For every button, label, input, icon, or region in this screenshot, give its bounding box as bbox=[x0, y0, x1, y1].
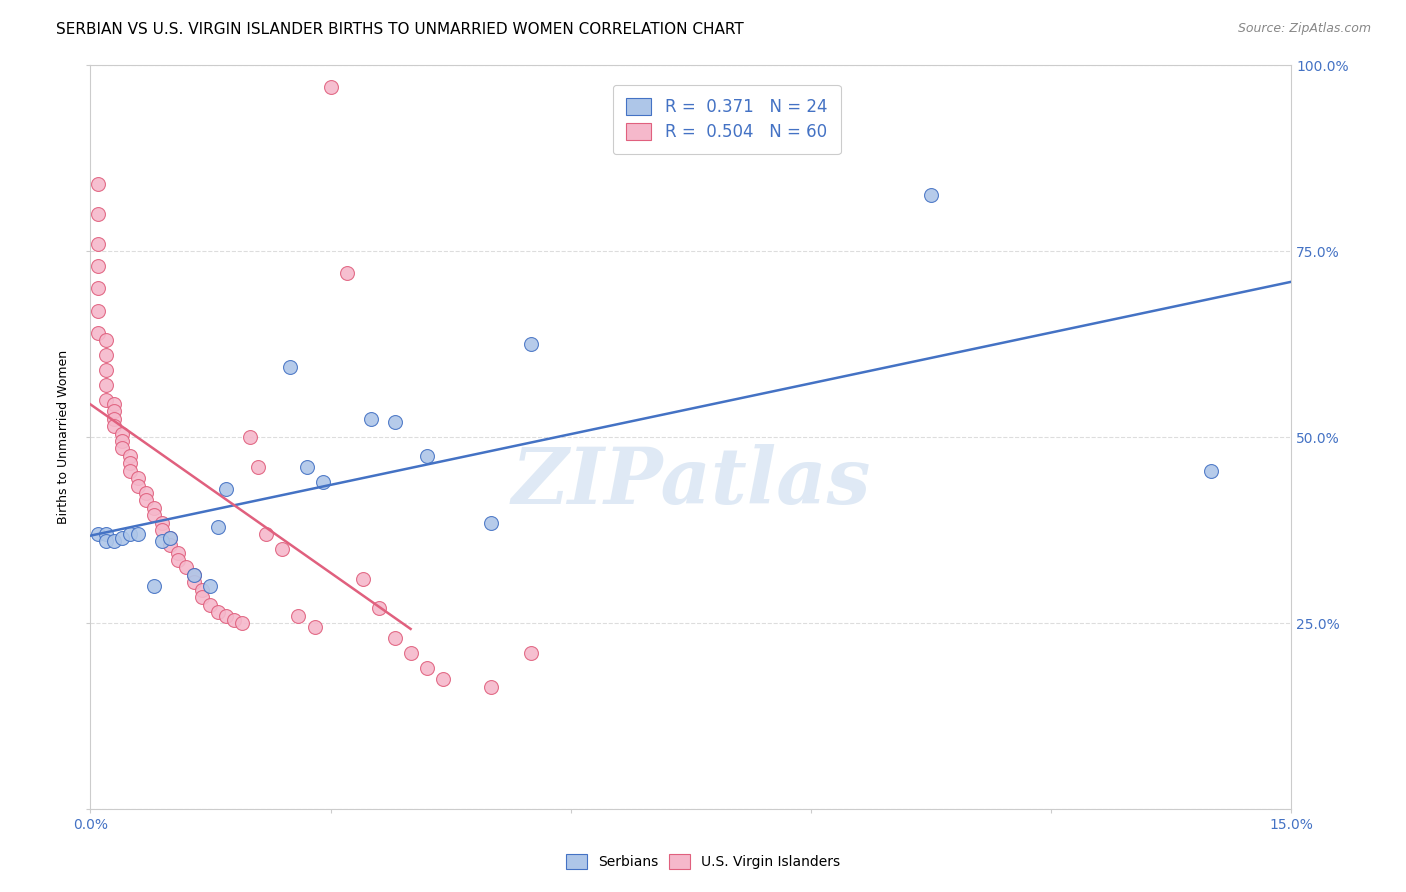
Point bbox=[384, 631, 406, 645]
Point bbox=[215, 608, 238, 623]
Point bbox=[479, 516, 502, 530]
Point bbox=[519, 337, 541, 351]
Point bbox=[87, 281, 110, 295]
Point bbox=[519, 646, 541, 660]
Point bbox=[159, 531, 181, 545]
Point bbox=[167, 553, 190, 567]
Point bbox=[96, 363, 118, 377]
Legend: Serbians, U.S. Virgin Islanders: Serbians, U.S. Virgin Islanders bbox=[558, 847, 848, 876]
Point bbox=[96, 348, 118, 362]
Point bbox=[200, 579, 222, 593]
Legend: R =  0.371   N = 24, R =  0.504   N = 60: R = 0.371 N = 24, R = 0.504 N = 60 bbox=[613, 85, 841, 154]
Point bbox=[103, 411, 125, 425]
Point bbox=[127, 527, 149, 541]
Point bbox=[271, 541, 294, 556]
Point bbox=[367, 601, 389, 615]
Point bbox=[176, 560, 198, 574]
Point bbox=[96, 534, 118, 549]
Point bbox=[87, 303, 110, 318]
Point bbox=[920, 188, 942, 202]
Point bbox=[135, 486, 157, 500]
Point bbox=[87, 326, 110, 340]
Point bbox=[111, 426, 134, 441]
Point bbox=[127, 478, 149, 492]
Point bbox=[143, 500, 166, 515]
Point bbox=[150, 534, 173, 549]
Point bbox=[319, 80, 342, 95]
Point bbox=[96, 378, 118, 392]
Point bbox=[96, 527, 118, 541]
Text: SERBIAN VS U.S. VIRGIN ISLANDER BIRTHS TO UNMARRIED WOMEN CORRELATION CHART: SERBIAN VS U.S. VIRGIN ISLANDER BIRTHS T… bbox=[56, 22, 744, 37]
Point bbox=[143, 579, 166, 593]
Point bbox=[87, 177, 110, 191]
Point bbox=[111, 531, 134, 545]
Point bbox=[432, 672, 454, 686]
Point bbox=[311, 475, 333, 489]
Point bbox=[143, 508, 166, 523]
Point bbox=[159, 538, 181, 552]
Point bbox=[96, 334, 118, 348]
Text: ZIPatlas: ZIPatlas bbox=[512, 443, 870, 520]
Point bbox=[103, 419, 125, 434]
Point bbox=[207, 605, 229, 619]
Point bbox=[150, 516, 173, 530]
Point bbox=[295, 460, 318, 475]
Point bbox=[183, 575, 205, 590]
Point bbox=[120, 449, 142, 463]
Point bbox=[103, 404, 125, 418]
Point bbox=[352, 572, 374, 586]
Point bbox=[247, 460, 270, 475]
Point bbox=[304, 620, 326, 634]
Point bbox=[287, 608, 309, 623]
Point bbox=[120, 527, 142, 541]
Point bbox=[87, 207, 110, 221]
Point bbox=[120, 464, 142, 478]
Point bbox=[207, 519, 229, 533]
Point bbox=[191, 591, 214, 605]
Point bbox=[183, 568, 205, 582]
Point bbox=[239, 430, 262, 444]
Point bbox=[150, 523, 173, 537]
Text: Source: ZipAtlas.com: Source: ZipAtlas.com bbox=[1237, 22, 1371, 36]
Point bbox=[415, 449, 437, 463]
Point bbox=[96, 392, 118, 407]
Point bbox=[360, 411, 382, 425]
Point bbox=[335, 267, 357, 281]
Point bbox=[87, 259, 110, 273]
Point bbox=[135, 493, 157, 508]
Y-axis label: Births to Unmarried Women: Births to Unmarried Women bbox=[58, 351, 70, 524]
Point bbox=[191, 582, 214, 597]
Point bbox=[256, 527, 278, 541]
Point bbox=[183, 568, 205, 582]
Point bbox=[111, 442, 134, 456]
Point bbox=[200, 598, 222, 612]
Point bbox=[384, 415, 406, 429]
Point bbox=[87, 236, 110, 251]
Point bbox=[111, 434, 134, 448]
Point bbox=[1199, 464, 1222, 478]
Point bbox=[159, 531, 181, 545]
Point bbox=[224, 613, 246, 627]
Point bbox=[167, 546, 190, 560]
Point bbox=[127, 471, 149, 485]
Point bbox=[215, 483, 238, 497]
Point bbox=[399, 646, 422, 660]
Point bbox=[280, 359, 302, 374]
Point bbox=[479, 680, 502, 694]
Point bbox=[103, 534, 125, 549]
Point bbox=[103, 397, 125, 411]
Point bbox=[231, 616, 253, 631]
Point bbox=[415, 661, 437, 675]
Point bbox=[120, 456, 142, 470]
Point bbox=[87, 527, 110, 541]
